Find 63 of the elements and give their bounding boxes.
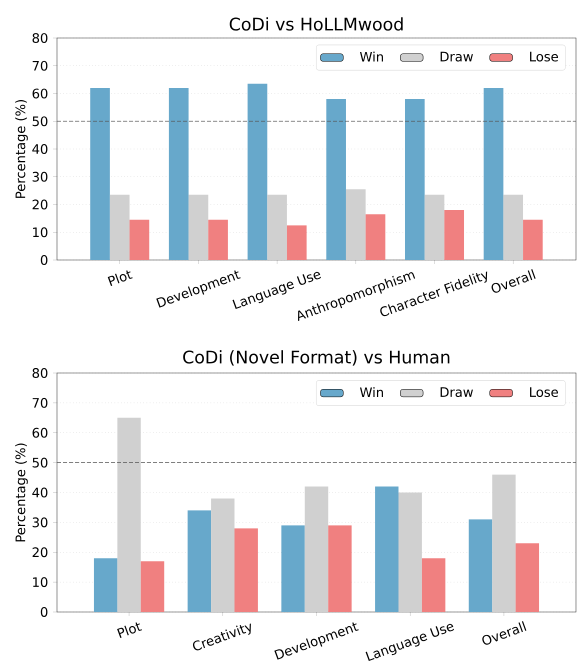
bar bbox=[375, 486, 398, 612]
chart-title: CoDi (Novel Format) vs Human bbox=[183, 350, 450, 366]
y-tick-label: 80 bbox=[32, 368, 48, 378]
y-tick-label: 0 bbox=[40, 255, 48, 265]
bar bbox=[468, 519, 492, 612]
legend-label: Lose bbox=[530, 52, 558, 62]
y-tick-label: 20 bbox=[32, 547, 48, 558]
bar bbox=[281, 525, 305, 612]
y-tick-label: 0 bbox=[40, 607, 48, 617]
bar bbox=[516, 543, 540, 612]
legend-label: Draw bbox=[440, 52, 473, 62]
bar bbox=[267, 194, 287, 260]
bar bbox=[234, 528, 258, 612]
x-tick-label: Plot bbox=[108, 270, 133, 286]
y-tick-label: 10 bbox=[33, 577, 48, 588]
bar bbox=[523, 220, 543, 260]
bar bbox=[188, 194, 208, 260]
y-tick-label: 10 bbox=[33, 227, 48, 238]
y-tick-label: 40 bbox=[32, 488, 48, 498]
bar bbox=[346, 189, 366, 260]
bar bbox=[326, 99, 346, 260]
y-tick-label: 80 bbox=[32, 33, 48, 43]
bar bbox=[304, 486, 328, 612]
bar bbox=[188, 510, 212, 612]
bar bbox=[404, 99, 425, 260]
bar bbox=[168, 88, 189, 260]
bar bbox=[398, 492, 422, 612]
legend-label: Win bbox=[360, 387, 383, 398]
bar bbox=[211, 498, 234, 612]
y-axis-title: Percentage (%) bbox=[15, 444, 28, 542]
bar bbox=[422, 558, 446, 612]
y-tick-label: 50 bbox=[32, 458, 48, 468]
x-tick-label: Plot bbox=[117, 622, 142, 638]
bar bbox=[248, 84, 268, 260]
bar bbox=[366, 214, 386, 260]
y-tick-label: 70 bbox=[32, 398, 48, 408]
y-tick-label: 50 bbox=[32, 116, 48, 126]
bar bbox=[94, 558, 118, 612]
bar bbox=[328, 525, 352, 612]
bar bbox=[130, 220, 150, 260]
y-axis-title: Percentage (%) bbox=[15, 100, 28, 198]
legend-label: Draw bbox=[440, 387, 473, 398]
bar bbox=[117, 418, 141, 612]
bar bbox=[140, 561, 164, 612]
bar bbox=[503, 194, 524, 260]
chart-title: CoDi vs HoLLMwood bbox=[230, 17, 403, 31]
legend-label: Win bbox=[360, 52, 383, 62]
y-tick-label: 30 bbox=[32, 172, 48, 182]
bar bbox=[110, 194, 130, 260]
legend-label: Lose bbox=[530, 387, 558, 398]
y-tick-label: 20 bbox=[32, 200, 48, 210]
bar bbox=[286, 225, 307, 260]
bar bbox=[424, 194, 444, 260]
y-tick-label: 60 bbox=[32, 88, 48, 98]
y-tick-label: 70 bbox=[32, 60, 48, 71]
bar bbox=[90, 88, 110, 260]
y-tick-label: 30 bbox=[32, 517, 48, 528]
bar bbox=[492, 474, 516, 612]
bar bbox=[444, 210, 464, 260]
y-tick-label: 40 bbox=[32, 144, 48, 154]
y-tick-label: 60 bbox=[32, 428, 48, 438]
bar bbox=[484, 88, 504, 260]
bar bbox=[208, 220, 228, 260]
